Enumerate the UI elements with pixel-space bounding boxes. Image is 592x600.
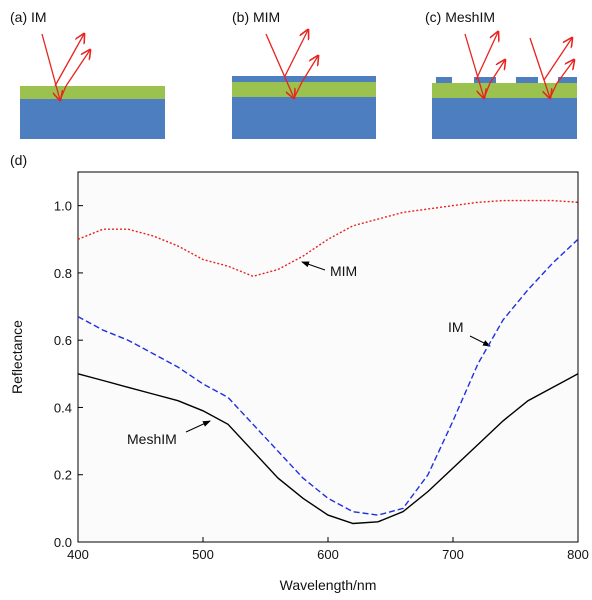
annotation-arrow (469, 335, 491, 347)
diagram-mim (232, 30, 376, 139)
y-tick-label: 0.6 (54, 333, 72, 348)
series-line (77, 238, 579, 516)
x-tick-label: 500 (192, 547, 214, 562)
panel-label: (a) IM (10, 9, 47, 25)
annotation-arrow (301, 261, 326, 271)
plot-area (77, 171, 579, 543)
annotation: IM (448, 319, 464, 335)
x-tick-label: 400 (67, 547, 89, 562)
y-tick-label: 0.0 (54, 535, 72, 550)
series-line (77, 373, 579, 525)
x-axis-label: Wavelength/nm (280, 577, 377, 593)
panel-label: (b) MIM (232, 9, 280, 25)
diagram-im (20, 34, 165, 139)
annotation-arrow (185, 420, 211, 433)
y-tick-label: 0.8 (54, 266, 72, 281)
annotation: MIM (330, 263, 357, 279)
x-tick-label: 700 (442, 547, 464, 562)
y-tick-label: 0.2 (54, 468, 72, 483)
y-tick-label: 0.4 (54, 400, 72, 415)
panel-label: (c) MeshIM (425, 9, 495, 25)
y-axis-label: Reflectance (9, 320, 25, 394)
x-tick-label: 600 (317, 547, 339, 562)
x-tick-label: 800 (567, 547, 589, 562)
diagram-meshim (432, 32, 577, 139)
y-tick-label: 1.0 (54, 199, 72, 214)
panel-label: (d) (10, 152, 27, 168)
annotation: MeshIM (127, 431, 177, 447)
